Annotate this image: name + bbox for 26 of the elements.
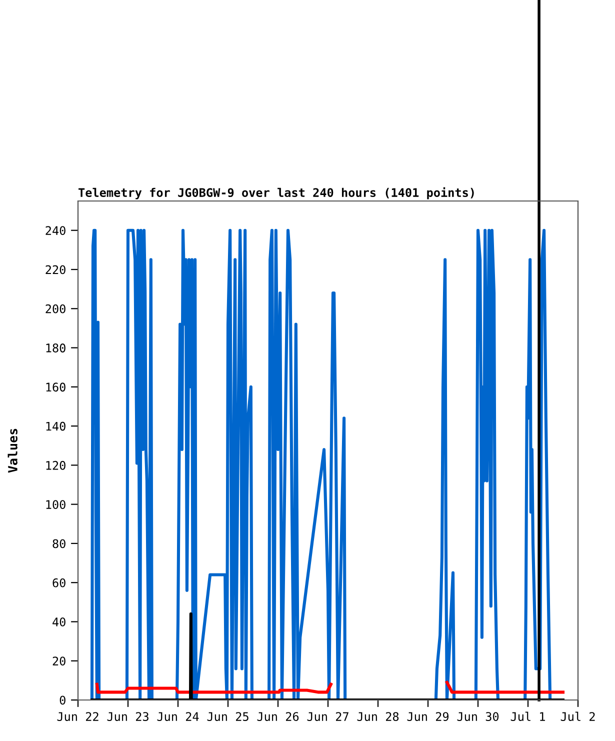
x-tick-label: Jul 2 — [560, 712, 595, 722]
y-tick-label: 120 — [46, 460, 66, 470]
x-tick-label: Jul 1 — [510, 712, 545, 722]
y-tick-label: 140 — [46, 422, 66, 431]
y-tick-label: 80 — [52, 539, 66, 548]
y-tick-label: 60 — [52, 578, 66, 588]
x-tick-label: Jun 22 — [57, 712, 98, 722]
y-axis-title: Values — [8, 428, 18, 473]
y-tick-label: 40 — [52, 617, 66, 626]
y-tick-label: 0 — [60, 696, 66, 705]
y-tick-label: 180 — [46, 344, 66, 352]
x-tick-label: Jun 25 — [207, 712, 248, 722]
x-tick-label: Jun 24 — [157, 712, 199, 722]
x-tick-label: Jun 29 — [407, 712, 449, 722]
chart-title: Telemetry for JG0BGW-9 over last 240 hours (1401 points) — [78, 187, 474, 200]
x-tick-label: Jun 30 — [457, 712, 499, 722]
x-tick-label: Jun 28 — [357, 712, 399, 722]
y-tick-label: 20 — [52, 656, 66, 666]
y-tick-label: 240 — [46, 226, 66, 236]
x-tick-label: Jun 23 — [107, 712, 148, 722]
x-tick-label: Jun 27 — [307, 712, 348, 722]
y-tick-label: 160 — [46, 382, 66, 392]
y-tick-label: 200 — [46, 304, 66, 314]
y-tick-label: 100 — [46, 500, 66, 509]
y-tick-label: 220 — [46, 265, 66, 274]
x-tick-label: Jun 26 — [257, 712, 299, 722]
